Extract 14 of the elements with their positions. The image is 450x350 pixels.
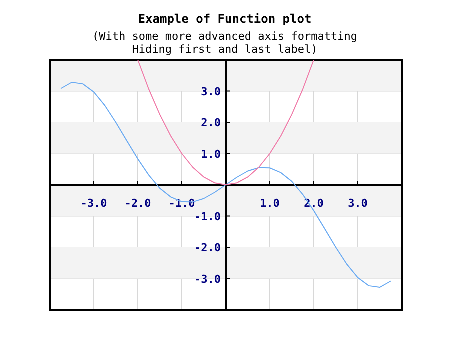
x-tick-label: 1.0 (260, 197, 280, 210)
x-tick-label: 3.0 (348, 197, 368, 210)
y-tick-label: -1.0 (194, 210, 221, 224)
x-tick-label: -3.0 (80, 197, 108, 210)
y-tick-label: -2.0 (194, 242, 221, 254)
line-series (60, 82, 392, 288)
x-tick-label: -2.0 (124, 197, 152, 210)
line-series (138, 60, 314, 186)
chart-subtitle: (With some more advanced axis formatting Hiding first and last label) (92, 30, 358, 56)
chart-title: Example of Function plot (138, 12, 312, 26)
y-tick-label: 3.0 (201, 85, 221, 98)
y-tick-label: 1.0 (201, 148, 221, 161)
y-tick-label: 2.0 (201, 116, 221, 130)
y-tick-label: -3.0 (194, 272, 221, 286)
